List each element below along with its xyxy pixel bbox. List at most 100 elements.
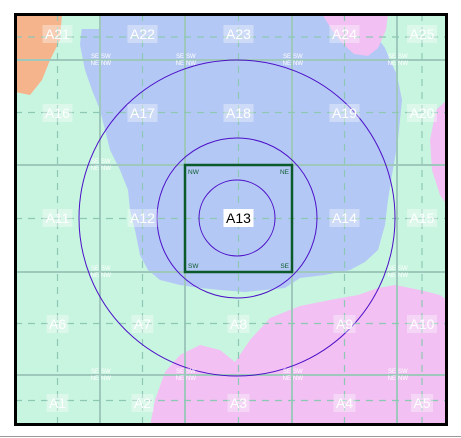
cell-label-bg bbox=[223, 209, 254, 227]
focus-square: NW NE SW SE bbox=[183, 163, 294, 274]
quad-label: SW bbox=[293, 369, 303, 375]
cell-label-a13[interactable]: A13 bbox=[223, 209, 254, 227]
cell-label-bg bbox=[42, 209, 73, 227]
cell-label-a15[interactable]: A15 bbox=[407, 209, 437, 227]
cell-label-a8[interactable]: A8 bbox=[227, 315, 250, 333]
range-ring bbox=[156, 137, 318, 299]
terrain-orange bbox=[15, 14, 62, 95]
quad-label: NW bbox=[186, 376, 196, 382]
range-ring bbox=[198, 179, 276, 257]
cell-label-bg bbox=[227, 315, 250, 333]
cell-label-text: A8 bbox=[230, 316, 247, 332]
quad-label: SE bbox=[176, 369, 184, 375]
quad-label: SE bbox=[91, 159, 99, 165]
cell-label-a20[interactable]: A20 bbox=[407, 104, 437, 122]
quad-label: NW bbox=[101, 273, 111, 279]
cell-label-a6[interactable]: A6 bbox=[46, 315, 69, 333]
cell-label-text: A21 bbox=[45, 26, 70, 42]
cell-label-a1[interactable]: A1 bbox=[46, 394, 69, 412]
cell-label-bg bbox=[223, 104, 254, 122]
cell-label-text: A9 bbox=[336, 316, 353, 332]
cell-label-bg bbox=[329, 104, 360, 122]
terrain-blue bbox=[80, 14, 402, 292]
quad-label: NW bbox=[101, 376, 111, 382]
cell-label-a12[interactable]: A12 bbox=[127, 209, 158, 227]
cell-label-text: A13 bbox=[226, 210, 251, 226]
cell-label-text: A3 bbox=[230, 395, 247, 411]
quad-label: NE bbox=[91, 273, 99, 279]
cell-label-bg bbox=[333, 394, 356, 412]
quad-label: SW bbox=[398, 54, 408, 60]
quad-label: NW bbox=[186, 61, 196, 67]
cell-label-text: A19 bbox=[332, 105, 357, 121]
cell-label-text: A2 bbox=[134, 395, 151, 411]
cell-label-a14[interactable]: A14 bbox=[329, 209, 360, 227]
cell-label-a2[interactable]: A2 bbox=[131, 394, 154, 412]
quad-label: SW bbox=[398, 369, 408, 375]
cell-label-text: A11 bbox=[46, 210, 70, 226]
cell-label-a16[interactable]: A16 bbox=[42, 104, 73, 122]
quad-label: NW bbox=[398, 273, 408, 279]
quad-label: NE bbox=[176, 376, 184, 382]
cell-label-bg bbox=[407, 315, 437, 333]
cell-label-text: A10 bbox=[410, 316, 435, 332]
cell-label-a19[interactable]: A19 bbox=[329, 104, 360, 122]
cell-label-a7[interactable]: A7 bbox=[131, 315, 154, 333]
cell-label-text: A17 bbox=[130, 105, 155, 121]
quad-label: NW bbox=[101, 166, 111, 172]
terrain-pink-east bbox=[430, 100, 447, 205]
cell-label-text: A24 bbox=[332, 26, 357, 42]
cell-label-bg bbox=[407, 209, 437, 227]
quad-label: NE bbox=[388, 376, 396, 382]
cell-label-text: A1 bbox=[49, 395, 66, 411]
cell-label-bg bbox=[227, 394, 250, 412]
cell-label-a3[interactable]: A3 bbox=[227, 394, 250, 412]
cell-label-a18[interactable]: A18 bbox=[223, 104, 254, 122]
range-ring bbox=[78, 59, 396, 377]
cell-label-a9[interactable]: A9 bbox=[333, 315, 356, 333]
cell-label-bg bbox=[46, 315, 69, 333]
cell-label-bg bbox=[127, 209, 158, 227]
cell-label-bg bbox=[223, 25, 254, 43]
cell-label-bg bbox=[333, 315, 356, 333]
cell-label-a21[interactable]: A21 bbox=[42, 25, 73, 43]
range-rings bbox=[78, 59, 396, 377]
quad-label: SW bbox=[101, 54, 111, 60]
quad-label: NE bbox=[91, 61, 99, 67]
cell-label-bg bbox=[42, 25, 73, 43]
cell-label-text: A12 bbox=[130, 210, 155, 226]
cell-label-text: A18 bbox=[226, 105, 251, 121]
corner-label-nw: NW bbox=[188, 169, 200, 176]
cell-label-bg bbox=[46, 394, 69, 412]
cell-label-a24[interactable]: A24 bbox=[329, 25, 360, 43]
quad-label: SE bbox=[176, 54, 184, 60]
cell-label-a4[interactable]: A4 bbox=[333, 394, 356, 412]
cell-label-a22[interactable]: A22 bbox=[127, 25, 158, 43]
cell-label-a25[interactable]: A25 bbox=[407, 25, 437, 43]
quad-label: SE bbox=[91, 54, 99, 60]
quad-label: NE bbox=[91, 376, 99, 382]
cell-label-a23[interactable]: A23 bbox=[223, 25, 254, 43]
cell-label-a17[interactable]: A17 bbox=[127, 104, 158, 122]
cell-label-a11[interactable]: A11 bbox=[42, 209, 73, 227]
terrain-layer bbox=[15, 14, 447, 426]
quad-label: NW bbox=[101, 61, 111, 67]
cell-label-a5[interactable]: A5 bbox=[411, 394, 433, 412]
cell-label-bg bbox=[411, 394, 433, 412]
terrain-pink-south bbox=[150, 285, 447, 426]
quad-label: SW bbox=[293, 54, 303, 60]
quad-label: SE bbox=[388, 369, 396, 375]
corner-label-se: SE bbox=[280, 263, 289, 270]
cell-label-text: A23 bbox=[226, 26, 251, 42]
cell-label-a10[interactable]: A10 bbox=[407, 315, 437, 333]
quad-label: SE bbox=[91, 369, 99, 375]
quad-label: NW bbox=[293, 376, 303, 382]
